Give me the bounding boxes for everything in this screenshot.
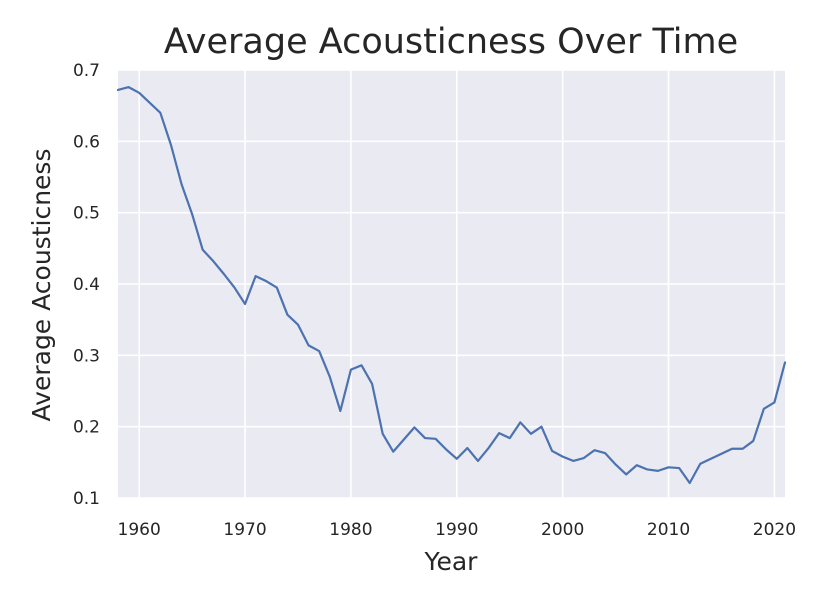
y-tick-label: 0.5 (73, 204, 100, 224)
y-tick-label: 0.6 (73, 132, 100, 152)
x-tick-label: 2000 (541, 520, 584, 540)
series-layer (116, 86, 787, 485)
y-axis-label: Average Acousticness (27, 149, 56, 422)
y-tick-label: 0.4 (73, 275, 100, 295)
y-tick-label: 0.3 (73, 346, 100, 366)
y-tick-label: 0.1 (73, 489, 100, 509)
x-tick-label: 1970 (223, 520, 266, 540)
y-tick-label: 0.2 (73, 418, 100, 438)
x-axis-label: Year (424, 547, 479, 576)
y-tick-label: 0.7 (73, 61, 100, 81)
x-tick-label: 2020 (753, 520, 796, 540)
x-tick-label: 2010 (647, 520, 690, 540)
x-tick-label: 1980 (329, 520, 372, 540)
x-tick-label: 1960 (118, 520, 161, 540)
tick-labels: 1960 1970 1980 1990 2000 2010 2020 0.1 0.2 0.3 0.4… (73, 61, 796, 540)
grid-lines (118, 69, 785, 499)
x-tick-label: 1990 (435, 520, 478, 540)
chart-title: Average Acousticness Over Time (164, 22, 738, 62)
series-line (116, 86, 787, 485)
